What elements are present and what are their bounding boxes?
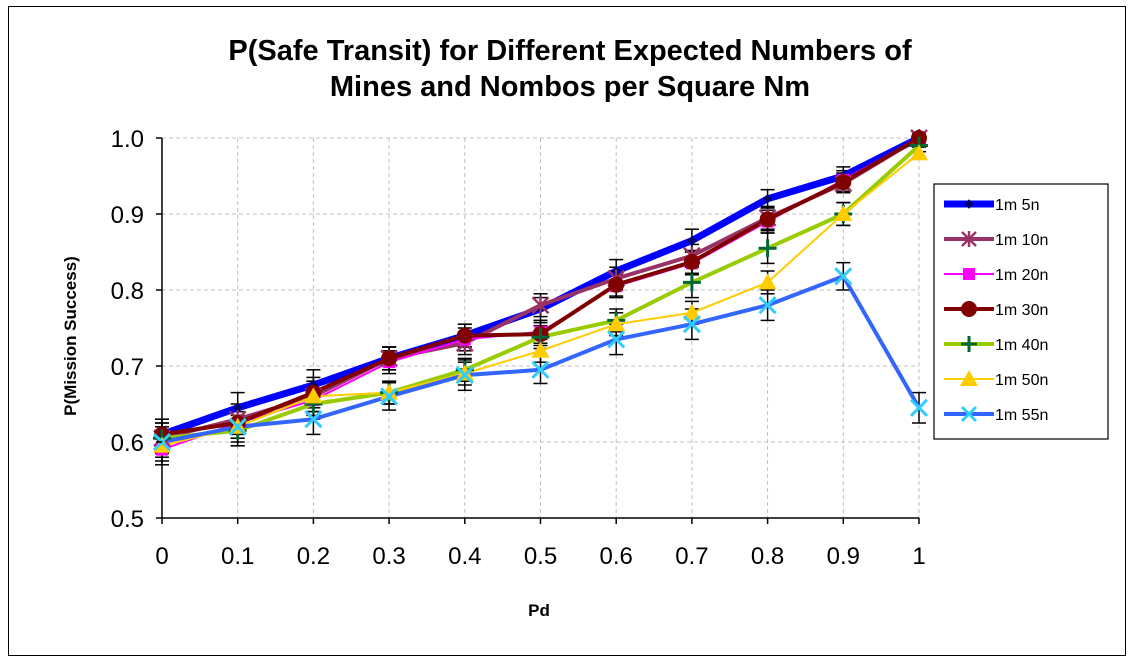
data-point-marker <box>759 211 776 228</box>
chart-svg: P(Safe Transit) for Different Expected N… <box>61 35 1109 620</box>
data-point-marker <box>758 273 777 290</box>
marker-stroke <box>682 315 701 334</box>
x-tick-label: 0.4 <box>448 543 481 570</box>
x-tick-label: 0 <box>155 543 168 570</box>
marker-stroke <box>531 360 550 379</box>
data-point-marker <box>682 303 701 320</box>
marker-stroke <box>607 330 626 349</box>
data-point-marker <box>531 296 550 315</box>
data-point-marker <box>531 341 550 358</box>
legend-marker <box>961 301 977 317</box>
x-tick-label: 0.6 <box>600 543 633 570</box>
x-tick-label: 0.3 <box>372 543 405 570</box>
plot-area <box>152 129 929 519</box>
data-point-marker <box>304 410 323 429</box>
data-point-marker <box>608 276 625 293</box>
x-tick-label: 0.2 <box>297 543 330 570</box>
x-tick-labels: 0 0.1 0.2 0.3 0.4 0.5 0.6 0.7 0.8 0.9 1 <box>155 518 926 570</box>
y-axis-label: P(Mission Success) <box>61 256 80 416</box>
legend-marker <box>964 199 974 209</box>
marker-stroke <box>960 405 978 423</box>
y-tick-label: 0.7 <box>111 354 144 381</box>
series-markers <box>152 129 929 456</box>
x-tick-label: 0.8 <box>751 543 784 570</box>
x-tick-label: 0.1 <box>221 543 254 570</box>
legend-label: 1m 20n <box>995 267 1048 284</box>
data-point-marker <box>682 273 701 292</box>
marker-stroke <box>380 387 399 406</box>
data-point-marker <box>758 296 777 315</box>
x-axis-label: Pd <box>528 601 550 620</box>
y-tick-label: 0.9 <box>111 202 144 229</box>
data-point-marker <box>531 360 550 379</box>
chart-title-line-2: Mines and Nombos per Square Nm <box>330 71 810 103</box>
x-tick-label: 0.7 <box>675 543 708 570</box>
data-point-marker <box>834 205 853 221</box>
data-point-marker <box>607 315 626 332</box>
data-point-marker <box>304 387 323 404</box>
legend-marker <box>960 405 978 423</box>
legend-marker <box>963 268 975 280</box>
data-point-marker <box>687 235 697 246</box>
legend-label: 1m 40n <box>995 337 1048 354</box>
legend-label: 1m 50n <box>995 372 1048 389</box>
data-point-marker <box>380 383 399 400</box>
data-point-marker <box>455 366 474 385</box>
data-point-marker <box>228 417 247 436</box>
data-point-marker <box>607 330 626 349</box>
y-tick-label: 0.6 <box>111 430 144 457</box>
legend-marker <box>961 336 977 352</box>
data-point-marker <box>835 174 852 191</box>
marker-stroke <box>834 267 853 286</box>
marker-stroke <box>228 417 247 436</box>
y-tick-label: 0.8 <box>111 278 144 305</box>
marker-stroke <box>455 366 474 385</box>
chart-frame: P(Safe Transit) for Different Expected N… <box>8 6 1126 656</box>
data-point-marker <box>455 364 474 381</box>
legend-label: 1m 55n <box>995 407 1048 424</box>
data-point-marker <box>456 327 473 344</box>
data-point-marker <box>682 315 701 334</box>
data-point-marker <box>683 253 700 270</box>
chart-title-line-1: P(Safe Transit) for Different Expected N… <box>228 35 912 67</box>
marker-stroke <box>909 398 929 417</box>
data-point-marker <box>153 436 171 453</box>
data-point-marker <box>910 144 928 161</box>
x-tick-label: 1 <box>912 543 925 570</box>
legend-label: 1m 30n <box>995 302 1048 319</box>
legend-marker <box>961 231 977 247</box>
data-point-marker <box>758 239 777 258</box>
data-point-marker <box>909 398 929 417</box>
y-tick-label: 1.0 <box>111 126 144 153</box>
marker-stroke <box>758 296 777 315</box>
legend: 1m 5n 1m 10n 1m 20n 1m 30n 1m 40n 1m 50n 1m 55… <box>933 183 1109 440</box>
legend-label: 1m 5n <box>995 197 1039 214</box>
legend-label: 1m 10n <box>995 232 1048 249</box>
y-tick-labels: 0.5 0.6 0.7 0.8 0.9 1.0 <box>111 126 162 533</box>
marker-stroke <box>304 410 323 429</box>
data-point-marker <box>380 387 399 406</box>
data-point-marker <box>834 267 853 286</box>
y-tick-label: 0.5 <box>111 506 144 533</box>
x-tick-label: 0.5 <box>524 543 557 570</box>
data-point-marker <box>762 194 773 204</box>
data-point-marker <box>381 350 398 367</box>
legend-marker <box>960 370 978 386</box>
x-tick-label: 0.9 <box>827 543 860 570</box>
